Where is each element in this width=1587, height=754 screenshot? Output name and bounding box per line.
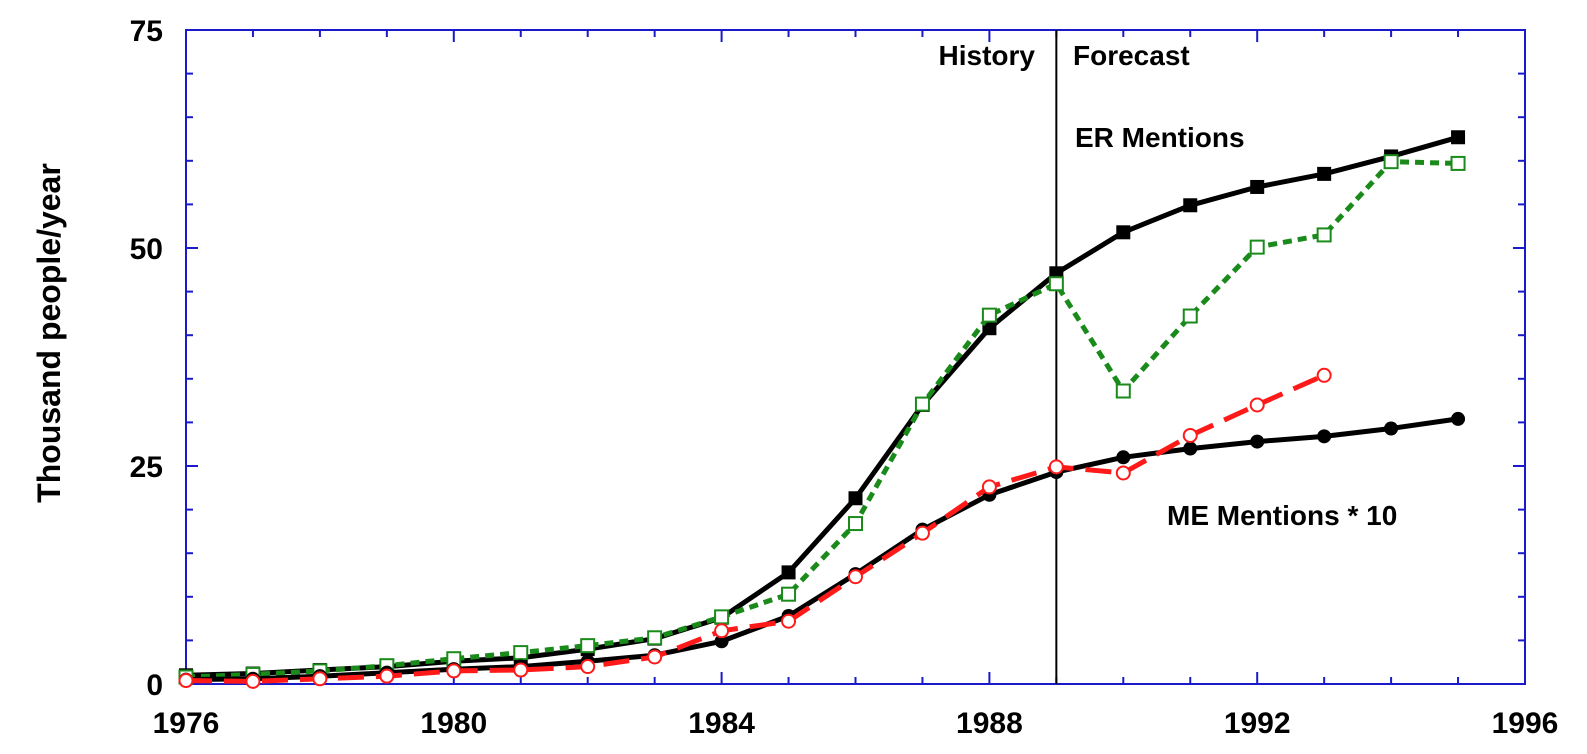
data-point (1048, 276, 1064, 292)
data-point (714, 609, 730, 625)
data-point (1317, 429, 1332, 444)
data-point (1116, 225, 1131, 240)
data-point (580, 659, 596, 675)
data-point (714, 634, 729, 649)
series-1 (178, 154, 1466, 685)
x-tick-label: 1984 (688, 707, 755, 740)
data-point (446, 663, 462, 679)
x-tick-label: 1996 (1492, 707, 1559, 740)
data-point (1048, 459, 1064, 475)
y-tick-label: 0 (146, 669, 163, 702)
y-tick-label: 25 (130, 451, 163, 484)
data-point (1384, 421, 1399, 436)
data-point (513, 645, 529, 661)
data-point (1250, 434, 1265, 449)
data-point (1450, 155, 1466, 171)
x-tick-label: 1980 (420, 707, 487, 740)
data-point (1317, 166, 1332, 181)
labels-layer: Thousand people/year History Forecast ER… (31, 40, 1397, 531)
data-point (647, 649, 663, 665)
data-point (1451, 411, 1466, 426)
series-2 (179, 411, 1466, 687)
data-point (981, 479, 997, 495)
plot-frame (185, 29, 1526, 685)
data-point (1250, 179, 1265, 194)
data-point (1316, 227, 1332, 243)
data-point (178, 673, 194, 689)
series-layer (178, 130, 1466, 689)
data-point (1183, 441, 1198, 456)
er-mentions-label: ER Mentions (1075, 122, 1245, 153)
forecast-annotation: Forecast (1073, 40, 1190, 71)
data-point (1182, 427, 1198, 443)
x-tick-label: 1992 (1224, 707, 1291, 740)
data-point (1249, 397, 1265, 413)
data-point (1115, 383, 1131, 399)
data-point (781, 613, 797, 629)
series-line (185, 159, 1459, 680)
data-point (245, 673, 261, 689)
data-point (1249, 239, 1265, 255)
x-tick-label: 1988 (956, 707, 1023, 740)
data-point (982, 321, 997, 336)
data-point (1383, 154, 1399, 170)
series-line (185, 373, 1326, 684)
y-tick-label: 50 (130, 233, 163, 266)
me-mentions-label: ME Mentions * 10 (1167, 500, 1397, 531)
data-point (848, 569, 863, 585)
axes (185, 29, 1526, 685)
data-point (1116, 450, 1131, 465)
data-point (580, 638, 596, 654)
series-line (185, 416, 1459, 683)
data-point (1115, 465, 1131, 481)
y-tick-label: 75 (130, 15, 163, 48)
data-point (848, 491, 863, 506)
data-point (781, 565, 796, 580)
data-point (1183, 198, 1198, 213)
data-point (914, 525, 930, 541)
data-point (848, 516, 863, 532)
data-point (312, 671, 328, 687)
data-point (513, 662, 529, 678)
data-point (981, 307, 997, 323)
data-point (914, 396, 930, 412)
data-point (714, 623, 730, 639)
history-annotation: History (939, 40, 1036, 71)
series-3 (178, 367, 1332, 689)
data-point (1316, 367, 1332, 383)
data-point (1182, 308, 1198, 324)
data-point (379, 668, 395, 684)
ticks: 1976 1980 1984 1988 1992 1996 0 25 50 75 (130, 15, 1559, 740)
data-point (781, 586, 797, 602)
y-axis-label: Thousand people/year (31, 163, 67, 503)
data-point (647, 630, 663, 646)
x-tick-label: 1976 (153, 707, 220, 740)
data-point (1451, 130, 1466, 145)
